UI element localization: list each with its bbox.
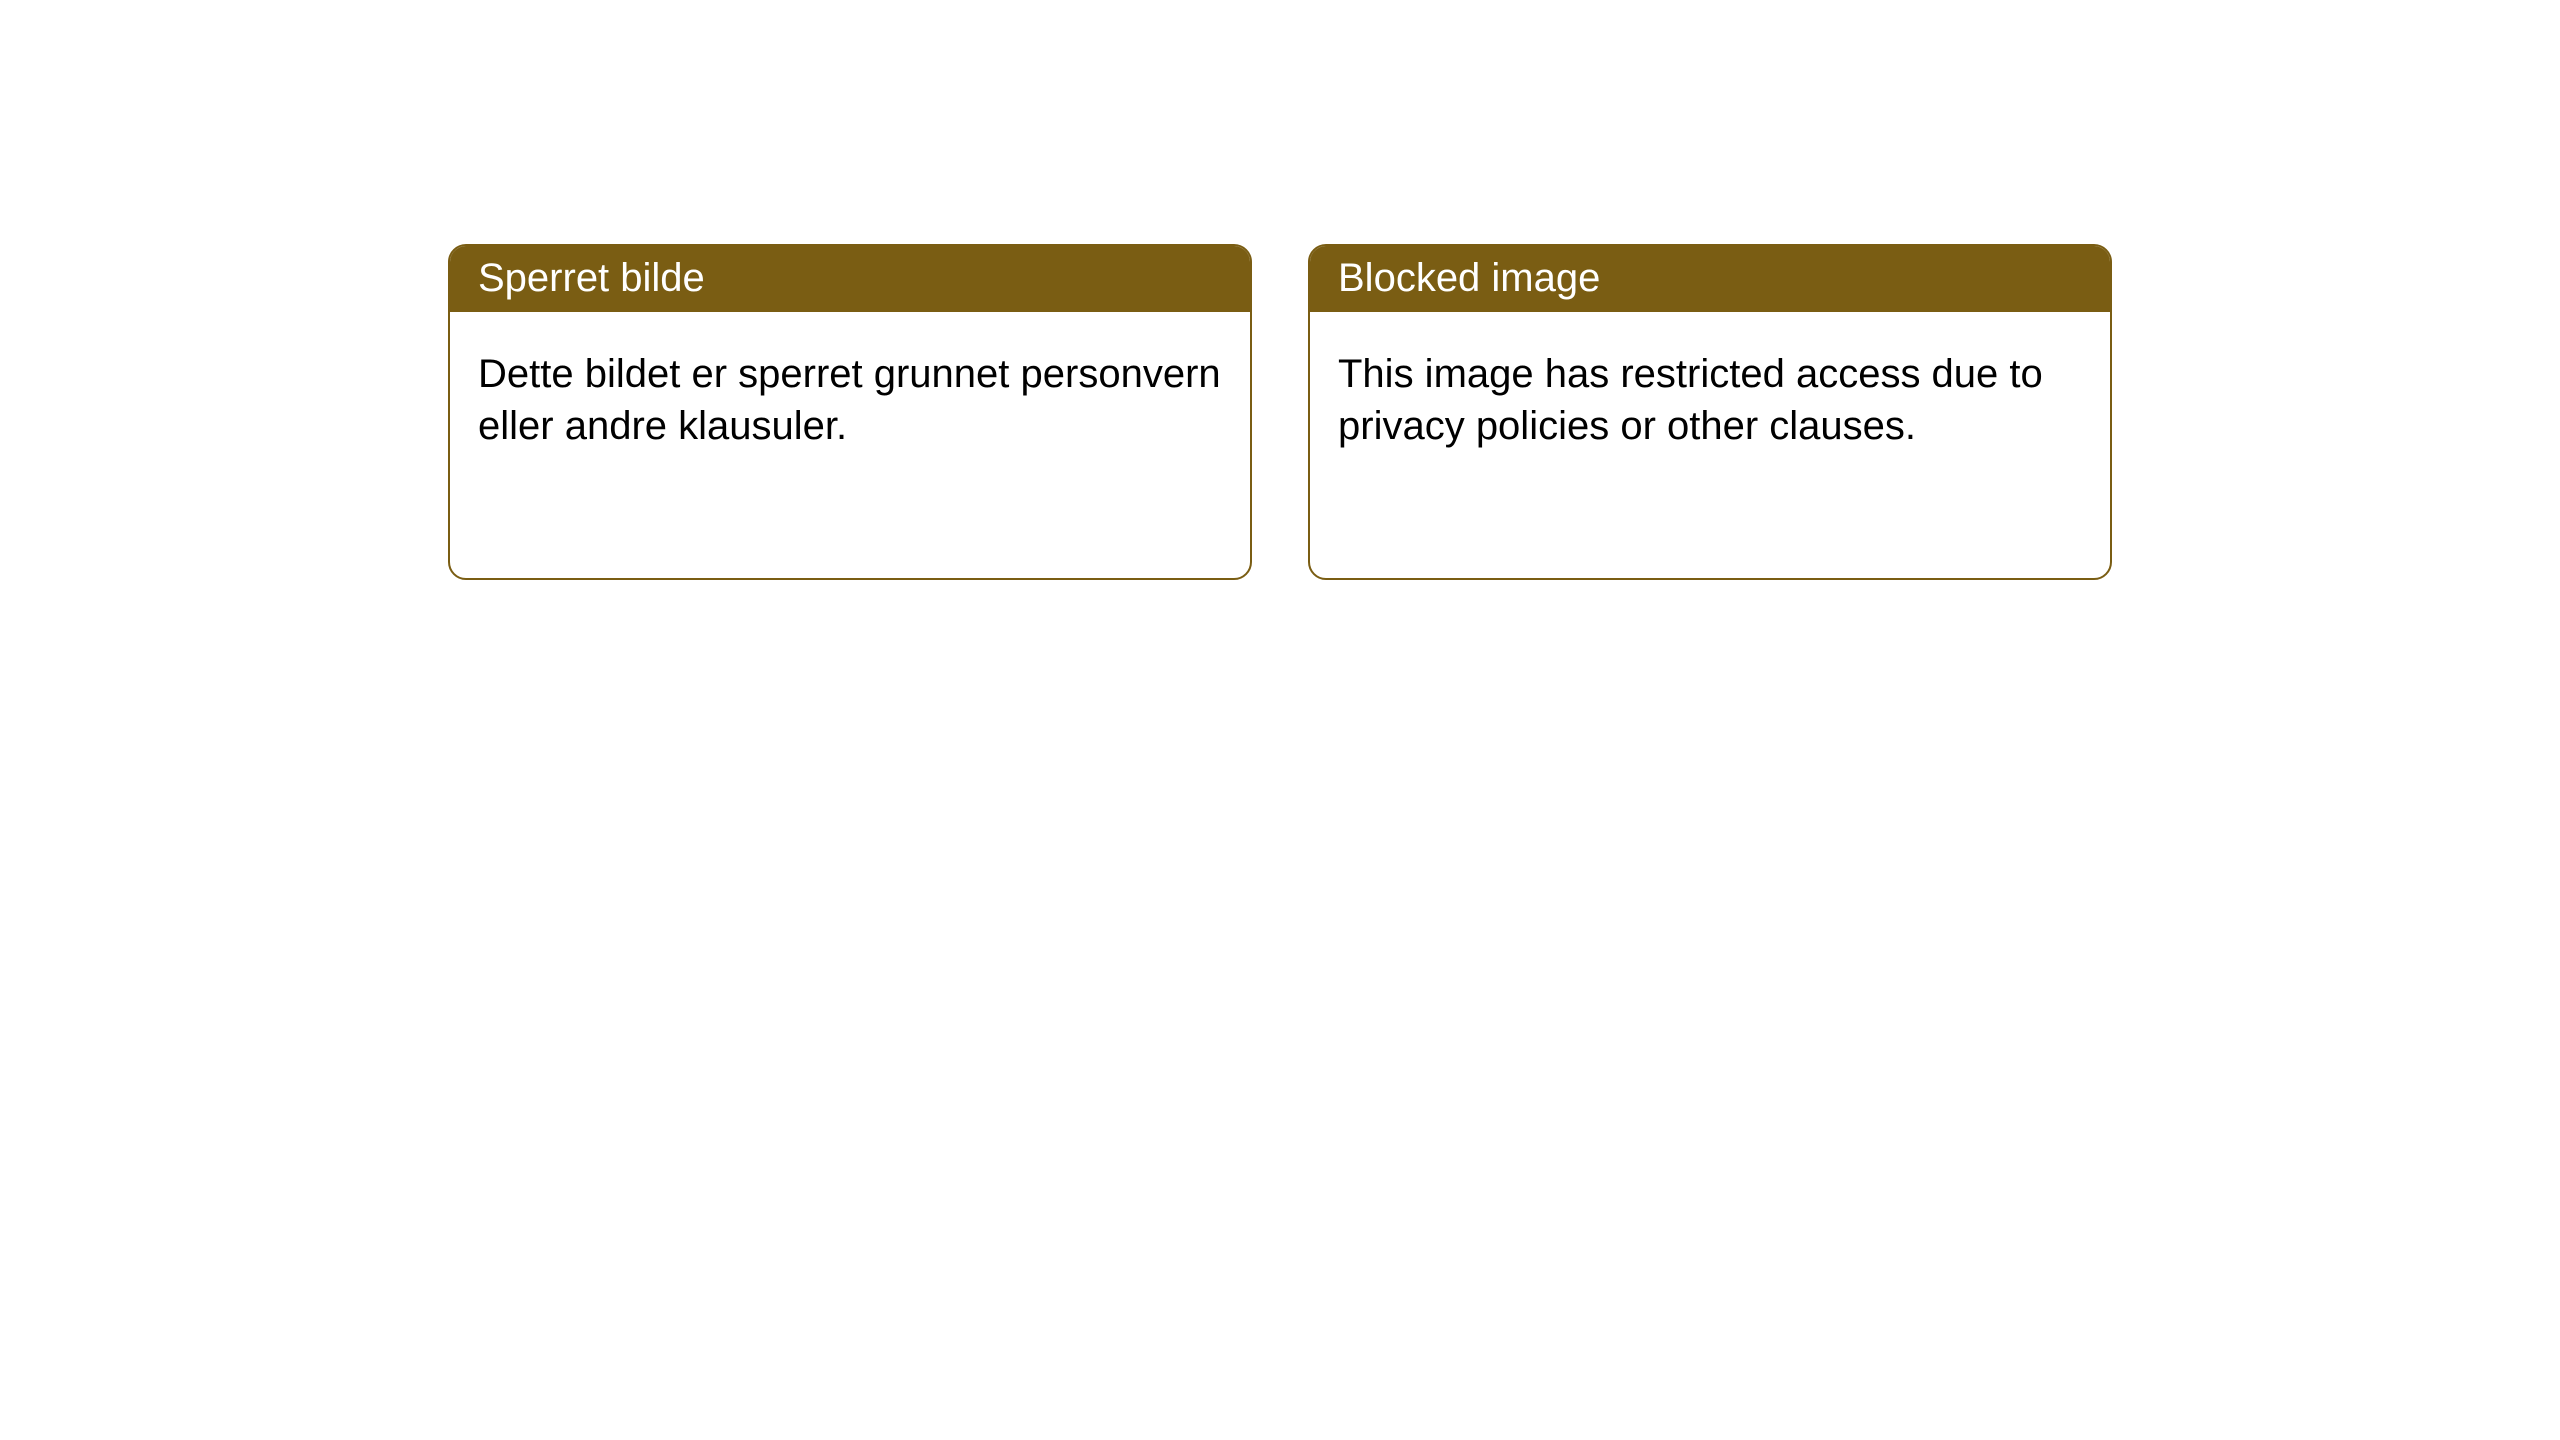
notice-header: Sperret bilde bbox=[450, 246, 1250, 312]
notice-card-norwegian: Sperret bilde Dette bildet er sperret gr… bbox=[448, 244, 1252, 580]
notice-body: This image has restricted access due to … bbox=[1310, 312, 2110, 488]
notice-container: Sperret bilde Dette bildet er sperret gr… bbox=[0, 0, 2560, 580]
notice-header: Blocked image bbox=[1310, 246, 2110, 312]
notice-body: Dette bildet er sperret grunnet personve… bbox=[450, 312, 1250, 488]
notice-card-english: Blocked image This image has restricted … bbox=[1308, 244, 2112, 580]
